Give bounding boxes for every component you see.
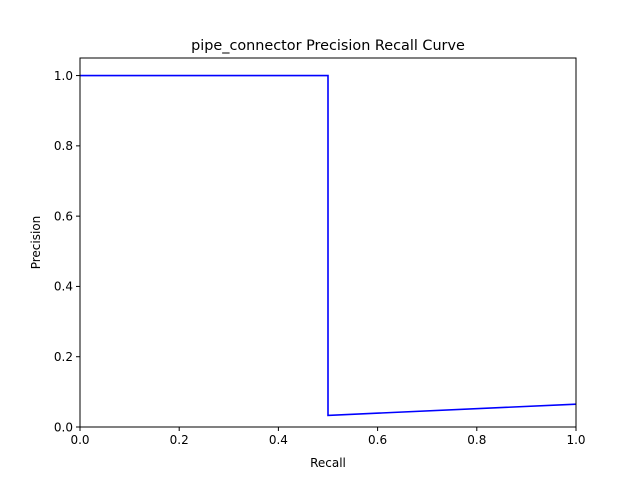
y-axis-label: Precision: [29, 216, 43, 270]
series-line-0: [80, 74, 577, 417]
x-axis-label: Recall: [310, 456, 346, 470]
y-tick-label: 1.0: [54, 69, 73, 83]
x-tick-label: 1.0: [566, 433, 585, 447]
x-tick-label: 0.8: [467, 433, 486, 447]
x-tick-label: 0.0: [70, 433, 89, 447]
y-axis-ticks: 0.0 0.2 0.4 0.6 0.8 1.0: [54, 69, 80, 434]
chart-title: pipe_connector Precision Recall Curve: [191, 38, 465, 54]
plot-frame: [79, 57, 577, 428]
y-tick-label: 0.0: [54, 420, 73, 434]
y-tick-label: 0.4: [54, 280, 73, 294]
x-axis-ticks: 0.0 0.2 0.4 0.6 0.8 1.0: [70, 427, 586, 447]
x-tick-label: 0.2: [170, 433, 189, 447]
x-tick-label: 0.6: [368, 433, 387, 447]
y-tick-label: 0.6: [54, 209, 73, 223]
x-tick-label: 0.4: [269, 433, 288, 447]
y-tick-label: 0.8: [54, 139, 73, 153]
y-tick-label: 0.2: [54, 350, 73, 364]
series-layer: [80, 74, 577, 417]
